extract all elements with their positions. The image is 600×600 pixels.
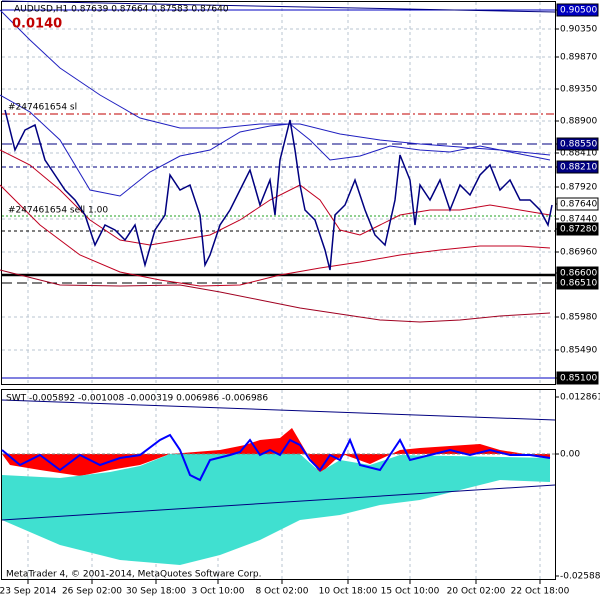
price-label: 0.87440 xyxy=(560,215,597,225)
price-label-box xyxy=(556,197,599,211)
price-label: 0.89870 xyxy=(560,53,597,63)
price-label: 0.86600 xyxy=(560,269,597,279)
price-label-box xyxy=(556,371,599,385)
trend-line xyxy=(1,0,556,13)
price-label-box xyxy=(556,3,599,17)
price-label: 0.87280 xyxy=(560,225,597,235)
indicator-upper-line xyxy=(1,399,556,421)
main-frame xyxy=(1,1,556,385)
price-label-box xyxy=(556,276,599,290)
time-label: 3 Oct 10:00 xyxy=(192,587,245,597)
outer-band xyxy=(0,9,551,156)
indicator-axis-label: -0.025883 xyxy=(560,572,600,582)
price-label: 0.88900 xyxy=(560,117,597,127)
price-label: 0.88210 xyxy=(560,163,597,173)
indicator-label: SWT -0.005892 -0.001008 -0.000319 0.0069… xyxy=(6,394,268,404)
time-label: 8 Oct 02:00 xyxy=(256,587,309,597)
price-label: 0.85980 xyxy=(560,313,597,323)
price-label: 0.86960 xyxy=(560,248,597,258)
footer: MetaTrader 4, © 2001-2014, MetaQuotes So… xyxy=(6,570,262,580)
price-label: 0.88550 xyxy=(560,140,597,150)
price-label: 0.89350 xyxy=(560,85,597,95)
upper-band xyxy=(0,94,551,197)
time-label: 23 Sep 2014 xyxy=(0,587,57,597)
lower-band xyxy=(0,184,551,287)
price-label: 0.85490 xyxy=(560,346,597,356)
indicator-negative-area xyxy=(2,454,550,565)
indicator-axis-label: 0.00 xyxy=(560,450,580,460)
time-label: 30 Sep 18:00 xyxy=(126,587,186,597)
price-label: 0.86510 xyxy=(560,279,597,289)
order-label: #247461654 sl xyxy=(8,103,77,113)
axes: 0.90500 0.90350 0.89870 0.89350 0.88900 0.885… xyxy=(0,3,600,597)
grid xyxy=(2,2,555,579)
symbol-info: AUDUSD,H1 0.87639 0.87664 0.87583 0.8764… xyxy=(14,5,229,15)
price-label-box xyxy=(556,222,599,236)
order-label: #247461654 sell 1.00 xyxy=(8,206,108,216)
time-label: 15 Oct 10:00 xyxy=(381,587,440,597)
indicator-line xyxy=(1,433,551,482)
price-label: 0.88410 xyxy=(560,149,597,159)
indicator-frame xyxy=(1,389,556,580)
time-label: 10 Oct 18:00 xyxy=(319,587,378,597)
price-label-box xyxy=(556,137,599,151)
price-label: 0.85100 xyxy=(560,374,597,384)
spread: 0.0140 xyxy=(12,17,62,32)
outer-lower-band xyxy=(0,269,551,323)
indicator-lower-line xyxy=(1,484,556,521)
price-line xyxy=(4,109,553,271)
time-label: 22 Oct 18:00 xyxy=(511,587,570,597)
price-label: 0.87640 xyxy=(560,200,597,210)
price-label: 0.87920 xyxy=(560,183,597,193)
price-label: 0.90350 xyxy=(560,25,597,35)
price-label: 0.90500 xyxy=(560,6,597,16)
time-label: 26 Sep 02:00 xyxy=(62,587,122,597)
indicator-axis-label: 0.012861 xyxy=(560,393,600,403)
price-label-box xyxy=(556,160,599,174)
time-label: 20 Oct 02:00 xyxy=(447,587,506,597)
